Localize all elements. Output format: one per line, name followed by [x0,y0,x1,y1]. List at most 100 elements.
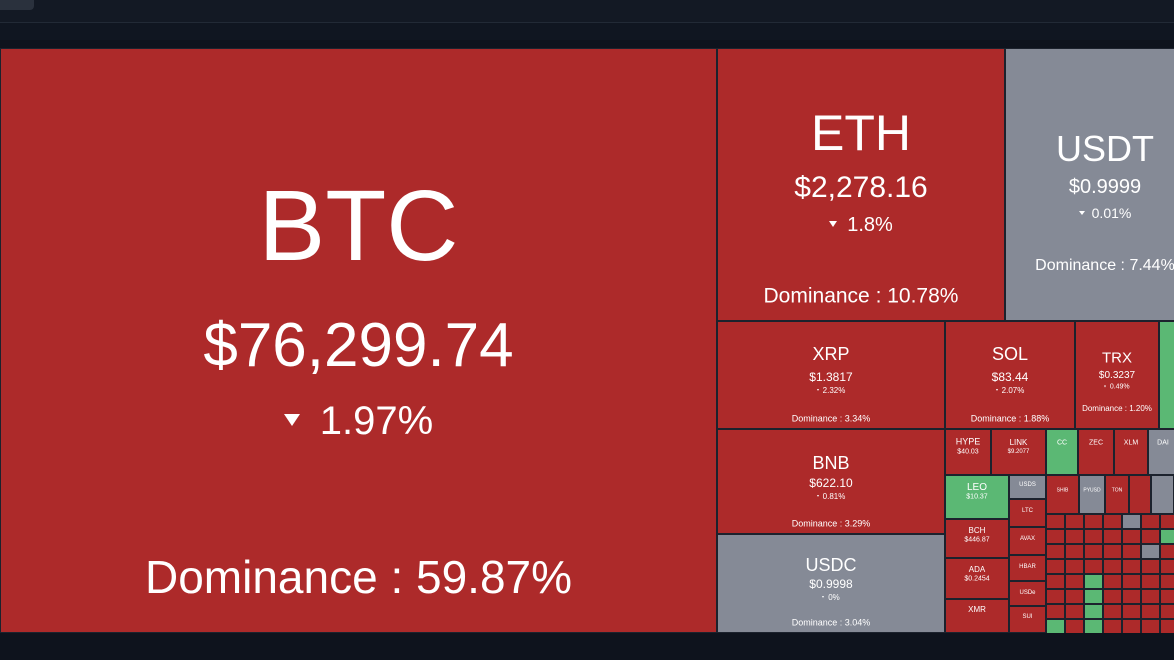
price: $10.37 [966,493,988,501]
small-tile [1084,559,1103,574]
tile[interactable]: DAI [1148,429,1174,475]
change: 0.81% [718,493,944,501]
tile[interactable]: HYPE $40.03 [945,429,991,475]
tile[interactable]: SUI [1009,606,1046,633]
tile[interactable]: USDC $0.9998 0% Dominance : 3.04% [717,534,945,633]
small-tile [1065,559,1084,574]
small-tile [1141,589,1160,604]
symbol: BTC [258,170,459,282]
small-tile [1141,529,1160,544]
small-tile [1084,574,1103,589]
small-tile [1160,544,1174,559]
symbol: TON [1111,487,1123,494]
symbol: ADA [968,565,986,574]
small-tile [1084,529,1103,544]
small-tile [1151,475,1174,514]
small-tile [1122,574,1141,589]
small-tile [1122,514,1141,529]
small-tile [1084,589,1103,604]
small-tile [1122,589,1141,604]
change: 0% [718,594,944,602]
tile[interactable]: HBAR [1009,555,1046,581]
tile[interactable]: BTC $76,299.74 1.97% Dominance : 59.87% [0,48,717,633]
symbol: HBAR [1019,564,1036,570]
price: $2,278.16 [794,171,928,204]
symbol: USDe [1019,590,1036,596]
small-tile [1160,529,1174,544]
tile[interactable]: CC [1046,429,1078,475]
small-tile [1103,514,1122,529]
small-tile [1046,544,1065,559]
tile[interactable]: XRP $1.3817 2.32% Dominance : 3.34% [717,321,945,429]
symbol: XLM [1123,439,1139,447]
tile[interactable]: TRX $0.3237 0.49% Dominance : 1.20% [1075,321,1159,429]
symbol: LINK [1009,438,1028,447]
tile[interactable]: ZEC [1078,429,1114,475]
small-tile [1046,619,1065,633]
small-tile [1046,514,1065,529]
small-tile [1159,321,1174,429]
tile[interactable]: LINK $9.2077 [991,429,1046,475]
small-tile [1046,529,1065,544]
tile[interactable]: BCH $446.87 [945,519,1009,558]
footer-strip [0,633,1174,660]
change: 0.01% [1006,206,1174,220]
price: $0.9998 [809,577,853,591]
small-tile [1160,514,1174,529]
symbol: SHIB [1056,487,1069,494]
tile[interactable]: BNB $622.10 0.81% Dominance : 3.29% [717,429,945,534]
small-tile [1160,574,1174,589]
small-tile [1141,514,1160,529]
small-tile [1103,574,1122,589]
tile[interactable]: AVAX [1009,527,1046,555]
tile[interactable]: XLM [1114,429,1148,475]
tile[interactable]: SOL $83.44 2.07% Dominance : 1.88% [945,321,1075,429]
tile[interactable]: PYUSD [1079,475,1105,514]
toolbar [0,0,1174,23]
symbol: PYUSD [1083,487,1101,494]
tile[interactable]: USDe [1009,581,1046,606]
dominance: Dominance : 59.87% [144,551,573,603]
change: 2.07% [946,387,1074,395]
small-tile [1103,544,1122,559]
symbol: AVAX [1019,536,1036,542]
tile[interactable]: SHIB [1046,475,1079,514]
price: $83.44 [991,370,1029,384]
small-tile [1065,574,1084,589]
symbol: SOL [991,344,1029,364]
button[interactable] [0,0,34,10]
small-tile [1065,544,1084,559]
tile[interactable]: TON [1105,475,1129,514]
small-tile [1065,514,1084,529]
toolbar-strip [0,23,1174,40]
tile[interactable]: XMR [945,599,1009,633]
tile[interactable]: USDT $0.9999 0.01% Dominance : 7.44% [1005,48,1174,321]
small-tile [1122,604,1141,619]
price: $9.2077 [1007,449,1030,455]
price: $40.03 [957,448,979,456]
small-tile [1141,574,1160,589]
symbol: SUI [1022,614,1033,620]
symbol: LEO [966,482,987,493]
tile[interactable]: LTC [1009,499,1046,527]
tile[interactable]: ETH $2,278.16 1.8% Dominance : 10.78% [717,48,1005,321]
small-tile [1065,604,1084,619]
symbol: LTC [1022,508,1033,514]
symbol: DAI [1157,439,1169,447]
small-tile [1160,559,1174,574]
small-tile [1065,589,1084,604]
tile[interactable]: USDS [1009,475,1046,499]
dominance: Dominance : 7.44% [1035,257,1174,274]
dominance: Dominance : 1.88% [970,413,1050,424]
tile[interactable]: ADA $0.2454 [945,558,1009,599]
tile[interactable]: LEO $10.37 [945,475,1009,519]
small-tile [1084,544,1103,559]
small-tile [1160,604,1174,619]
small-tile [1065,619,1084,633]
symbol: BCH [968,526,986,535]
small-tile [1160,619,1174,633]
small-tile [1122,544,1141,559]
small-tile [1160,589,1174,604]
small-tile [1141,544,1160,559]
dominance: Dominance : 3.34% [791,413,871,424]
